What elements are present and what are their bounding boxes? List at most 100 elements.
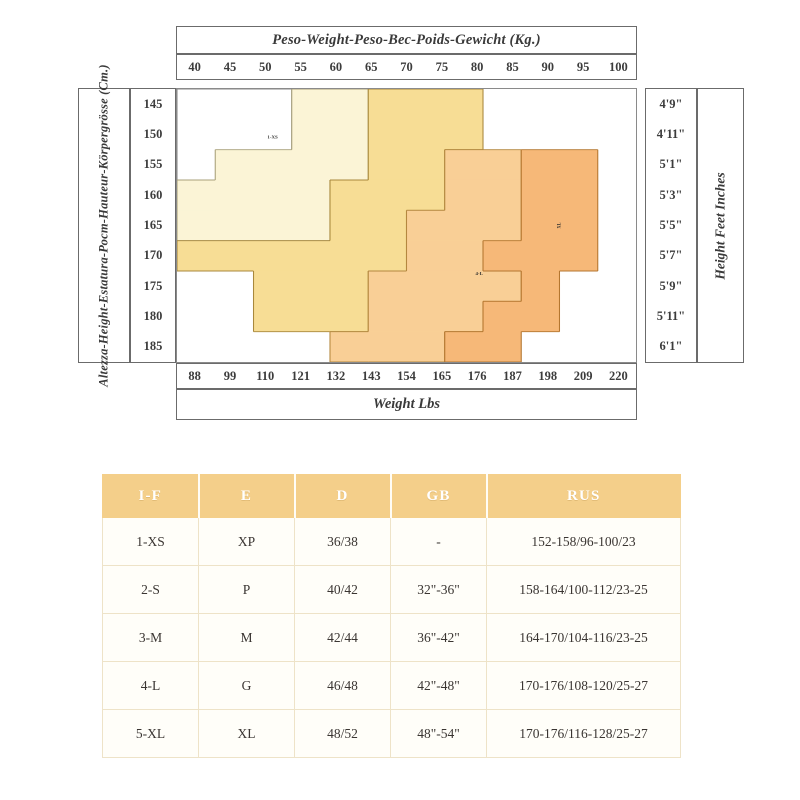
weight-tick-lbs-11: 209 <box>573 368 593 383</box>
height-axis-title-feet-label: Height Feet Inches <box>712 171 728 280</box>
band-cell <box>521 210 598 241</box>
height-tick-cm-6: 175 <box>143 278 163 293</box>
table-cell-gb: 42"-48" <box>390 661 487 710</box>
band-label-xl: XL <box>556 223 561 229</box>
band-cell <box>291 89 369 120</box>
table-row: 3-M M 42/44 36"-42" 164-170/104-116/23-25 <box>102 613 681 662</box>
table-header-cell-e: E <box>197 474 295 518</box>
height-tick-ft-2: 5'1" <box>659 157 683 172</box>
height-tick-cm-1: 150 <box>143 126 163 141</box>
table-cell-e: P <box>198 565 295 614</box>
band-cell <box>406 210 522 241</box>
table-cell-d: 36/38 <box>294 517 391 566</box>
height-tick-cm-7: 180 <box>143 308 163 323</box>
weight-tick-lbs-3: 121 <box>291 368 310 383</box>
table-cell-rus: 170-176/116-128/25-27 <box>486 709 681 758</box>
table-cell-d: 40/42 <box>294 565 391 614</box>
band-cell <box>482 240 598 272</box>
band-cell <box>291 119 369 150</box>
band-cell <box>329 179 445 211</box>
size-band-svg: 1-XS2-S3-M4-L XL <box>177 89 599 362</box>
weight-tick-kg-3: 55 <box>294 59 307 74</box>
weight-tick-kg-9: 85 <box>506 59 519 74</box>
height-axis-title-cm: Altezza-Height-Estatura-Рост-Hauteur-Kör… <box>78 64 130 387</box>
table-cell-e: G <box>198 661 295 710</box>
weight-tick-lbs-1: 99 <box>223 368 237 383</box>
weight-tick-lbs-10: 198 <box>538 368 558 383</box>
band-cell <box>368 301 484 332</box>
weight-tick-lbs-2: 110 <box>256 368 275 383</box>
table-cell-e: XP <box>198 517 295 566</box>
size-grid-chart: Peso-Weight-Peso-Вес-Poids-Gewicht (Kg.)… <box>78 26 744 420</box>
band-cell <box>444 179 522 211</box>
size-band-3-m: 3-M <box>177 89 484 333</box>
table-header-cell-rus: RUS <box>485 474 681 518</box>
height-tick-cm-0: 145 <box>143 96 163 111</box>
band-cell <box>177 240 407 272</box>
band-cell <box>177 89 292 120</box>
weight-tick-lbs-6: 154 <box>397 368 416 383</box>
table-header-row: I-F E D GB RUS <box>102 474 681 518</box>
size-conversion-table-wrap: I-F E D GB RUS 1-XS XP 36/38-152-158/96-100/23… <box>102 474 681 758</box>
table-row: 2-S P 40/42 32"-36" 158-164/100-112/23-25 <box>102 565 681 614</box>
table-cell-i-f: 1-XS <box>102 517 199 566</box>
table-row: 1-XS XP 36/38-152-158/96-100/23 <box>102 517 681 566</box>
weight-tick-lbs-4: 132 <box>326 368 346 383</box>
band-cell <box>368 270 522 302</box>
height-tick-ft-5: 5'7" <box>659 248 683 263</box>
weight-tick-kg-8: 80 <box>470 59 484 74</box>
band-label-1-xs: 1-XS <box>267 135 278 140</box>
band-outline <box>444 149 599 362</box>
table-header-cell-d: D <box>293 474 391 518</box>
height-axis-title-cm-label: Altezza-Height-Estatura-Рост-Hauteur-Kör… <box>96 64 111 387</box>
height-tick-ft-6: 5'9" <box>659 278 683 293</box>
table-row: 5-XL XL 48/52 48"-54" 170-176/116-128/25-27 <box>102 709 681 758</box>
table-cell-i-f: 4-L <box>102 661 199 710</box>
table-cell-i-f: 5-XL <box>102 709 199 758</box>
band-cell <box>177 179 331 211</box>
size-band-4-l: 4-L <box>329 149 522 362</box>
weight-tick-lbs-12: 220 <box>609 368 628 383</box>
band-cell <box>482 301 560 332</box>
weight-scale-kg: 40 45 50 55 60 65 70 75 80 85 90 95 100 <box>176 54 637 80</box>
table-row: 4-L G 46/48 42"-48" 170-176/108-120/25-27 <box>102 661 681 710</box>
size-band-xl: XL <box>444 149 599 362</box>
height-tick-ft-7: 5'11" <box>656 308 686 323</box>
band-cell <box>368 119 484 150</box>
band-cell <box>329 210 407 241</box>
table-cell-rus: 152-158/96-100/23 <box>486 517 681 566</box>
height-tick-cm-5: 170 <box>143 248 163 263</box>
weight-tick-kg-5: 65 <box>364 59 378 74</box>
weight-tick-kg-2: 50 <box>259 59 272 74</box>
height-tick-ft-0: 4'9" <box>659 96 683 111</box>
weight-axis-title-kg: Peso-Weight-Peso-Вес-Poids-Gewicht (Kg.) <box>176 26 637 54</box>
table-cell-gb: - <box>390 517 487 566</box>
band-label-4-l: 4-L <box>475 271 482 276</box>
table-cell-i-f: 2-S <box>102 565 199 614</box>
height-tick-ft-3: 5'3" <box>659 187 683 202</box>
table-cell-gb: 48"-54" <box>390 709 487 758</box>
table-cell-e: M <box>198 613 295 662</box>
weight-tick-lbs-9: 187 <box>503 368 522 383</box>
table-cell-i-f: 3-M <box>102 613 199 662</box>
band-cell <box>329 331 445 362</box>
table-cell-d: 46/48 <box>294 661 391 710</box>
table-cell-gb: 32"-36" <box>390 565 487 614</box>
band-cell <box>177 119 292 150</box>
band-cell <box>521 179 598 211</box>
weight-tick-lbs-8: 176 <box>467 368 487 383</box>
table-cell-rus: 170-176/108-120/25-27 <box>486 661 681 710</box>
height-tick-cm-8: 185 <box>143 339 163 354</box>
band-cell <box>215 149 369 181</box>
weight-tick-kg-1: 45 <box>223 59 237 74</box>
height-tick-cm-4: 165 <box>143 217 163 232</box>
height-tick-ft-4: 5'5" <box>659 217 683 232</box>
size-conversion-table: I-F E D GB RUS 1-XS XP 36/38-152-158/96-100/23… <box>102 474 681 758</box>
weight-tick-kg-6: 70 <box>400 59 413 74</box>
weight-tick-kg-11: 95 <box>576 59 590 74</box>
band-cell <box>368 149 445 181</box>
weight-tick-kg-4: 60 <box>329 59 343 74</box>
height-tick-cm-3: 160 <box>143 187 163 202</box>
height-tick-cm-2: 155 <box>143 157 163 172</box>
size-band-plot: 1-XS2-S3-M4-L XL <box>176 88 637 363</box>
